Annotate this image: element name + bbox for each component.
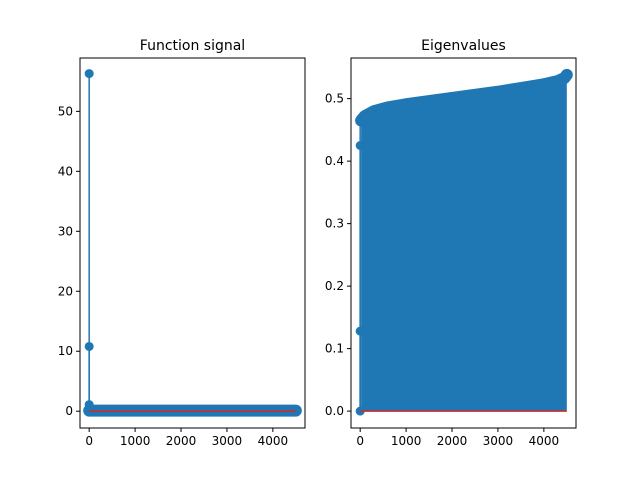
- stem-marker: [355, 117, 365, 127]
- axes-frame: [350, 57, 577, 429]
- y-tick-label: 0.3: [325, 217, 344, 231]
- y-tick-label: 0.0: [325, 404, 344, 418]
- plot-area: [80, 58, 305, 428]
- x-tick-label: 1000: [391, 434, 422, 448]
- stem-marker: [355, 141, 365, 150]
- chart-title: Eigenvalues: [421, 38, 506, 54]
- axes-frame: [79, 57, 306, 429]
- x-tick-label: 4000: [258, 434, 289, 448]
- x-tick-label: 3000: [212, 434, 243, 448]
- y-tick-label: 0: [65, 404, 73, 418]
- axis-ticks: 0 1000 2000 3000 4000 0.0 0.1 0.2 0.3 0.4 0.5: [325, 92, 559, 448]
- chart-function-signal: 0 1000 2000 3000 4000 0 10 20 30 40 50 Function si…: [58, 38, 306, 448]
- x-tick-label: 2000: [437, 434, 468, 448]
- x-tick-label: 2000: [166, 434, 197, 448]
- y-tick-label: 10: [58, 344, 73, 358]
- stem-marker: [355, 326, 365, 336]
- y-tick-label: 0.2: [325, 279, 344, 293]
- y-tick-label: 50: [58, 104, 73, 118]
- x-tick-label: 0: [85, 434, 93, 448]
- y-tick-label: 0.5: [325, 92, 344, 106]
- stem-marker: [84, 69, 94, 79]
- stem-marks: [83, 69, 302, 417]
- stem-fill: [361, 74, 567, 412]
- y-tick-label: 0.4: [325, 154, 344, 168]
- stem-marker: [84, 404, 94, 414]
- y-tick-label: 30: [58, 224, 73, 238]
- y-tick-label: 20: [58, 284, 73, 298]
- chart-title: Function signal: [140, 38, 245, 54]
- x-tick-label: 1000: [120, 434, 151, 448]
- marker-band: [355, 68, 573, 127]
- axis-ticks: 0 1000 2000 3000 4000 0 10 20 30 40 50: [58, 104, 288, 448]
- chart-eigenvalues: 0 1000 2000 3000 4000 0.0 0.1 0.2 0.3 0.4 0.5 Eige…: [325, 38, 577, 448]
- y-tick-label: 40: [58, 164, 73, 178]
- x-tick-label: 4000: [529, 434, 560, 448]
- x-tick-label: 3000: [483, 434, 514, 448]
- stem-marker: [84, 341, 94, 351]
- x-tick-label: 0: [356, 434, 364, 448]
- y-tick-label: 0.1: [325, 342, 344, 356]
- stem-marks: [355, 68, 573, 416]
